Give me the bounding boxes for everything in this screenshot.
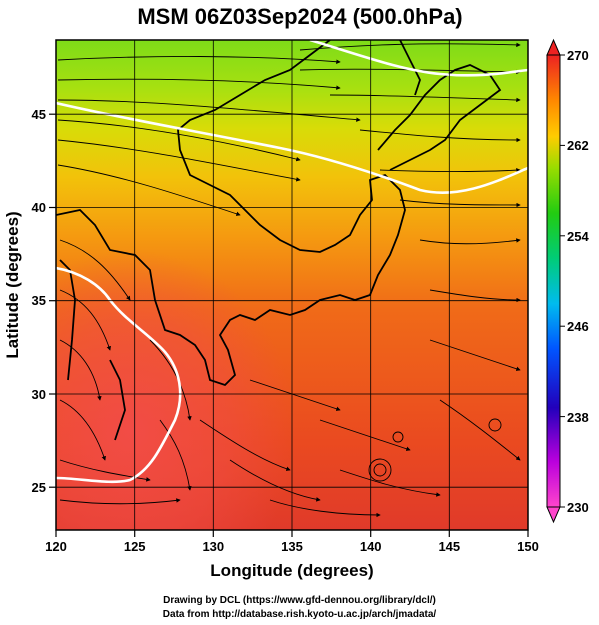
credit-data: Data from http://database.rish.kyoto-u.a… — [162, 609, 437, 620]
x-tick-label: 120 — [45, 539, 67, 554]
y-tick-label: 30 — [32, 387, 46, 402]
wind-streamlines — [57, 42, 521, 518]
x-tick-label: 140 — [360, 539, 382, 554]
credit-drawing: Drawing by DCL (https://www.gfd-dennou.o… — [163, 595, 436, 606]
vortices — [368, 418, 502, 482]
graticule — [56, 40, 528, 530]
x-axis — [55, 530, 529, 537]
colorbar-top-arrow — [546, 38, 561, 56]
colorbar-label: 230 — [567, 500, 589, 515]
x-tick-labels: 120 125 130 135 140 145 150 — [45, 539, 539, 554]
y-axis — [49, 113, 56, 488]
temperature-contours — [56, 40, 528, 484]
y-tick-label: 35 — [32, 293, 46, 308]
x-tick-label: 145 — [438, 539, 460, 554]
colorbar-label: 238 — [567, 410, 589, 425]
x-axis-label: Longitude (degrees) — [210, 561, 373, 580]
colorbar: 270 262 254 246 238 230 — [546, 38, 589, 524]
y-tick-labels: 25 30 35 40 45 — [32, 107, 46, 495]
map-title: MSM 06Z03Sep2024 (500.0hPa) — [137, 4, 462, 29]
colorbar-label: 270 — [567, 48, 589, 63]
plot-area — [56, 40, 528, 530]
colorbar-bottom-arrow — [546, 506, 561, 524]
y-axis-label: Latitude (degrees) — [3, 211, 22, 358]
y-tick-label: 40 — [32, 200, 46, 215]
x-tick-label: 125 — [124, 539, 146, 554]
colorbar-label: 246 — [567, 319, 589, 334]
colorbar-label: 254 — [567, 229, 589, 244]
x-tick-label: 150 — [517, 539, 539, 554]
x-tick-label: 135 — [281, 539, 303, 554]
y-tick-label: 45 — [32, 107, 46, 122]
x-tick-label: 130 — [202, 539, 224, 554]
colorbar-label: 262 — [567, 138, 589, 153]
colorbar-fill — [546, 54, 561, 508]
y-tick-label: 25 — [32, 480, 46, 495]
